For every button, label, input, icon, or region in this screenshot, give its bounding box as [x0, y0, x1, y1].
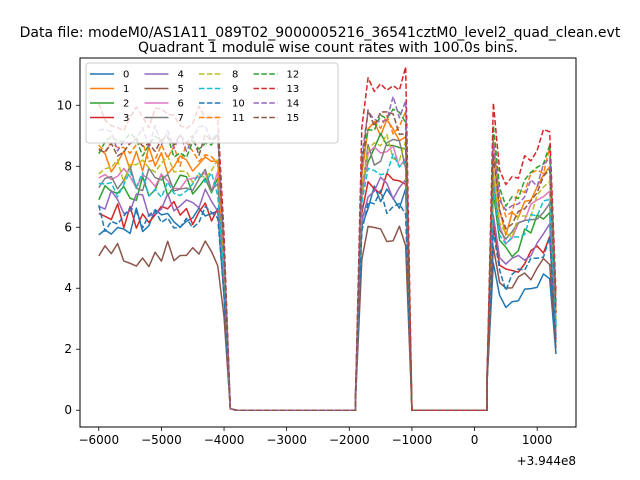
- x-tick-label-1: −5000: [141, 433, 182, 447]
- y-tick-label-1: 2: [64, 342, 72, 356]
- legend-label-15: 15: [287, 113, 300, 124]
- x-axis-offset-label: +3.944e8: [517, 454, 576, 468]
- y-tick-label-4: 8: [64, 159, 72, 173]
- chart-title: Quadrant 1 module wise count rates with …: [138, 40, 518, 56]
- legend-label-5: 5: [178, 84, 184, 95]
- legend-label-7: 7: [178, 113, 184, 124]
- x-tick-label-7: 1000: [522, 433, 553, 447]
- legend-label-11: 11: [232, 113, 245, 124]
- x-tick-label-6: 0: [471, 433, 479, 447]
- legend-label-13: 13: [287, 84, 300, 95]
- legend-label-3: 3: [123, 113, 129, 124]
- x-tick-label-2: −4000: [204, 433, 245, 447]
- y-tick-label-5: 10: [57, 98, 72, 112]
- legend-label-1: 1: [123, 84, 129, 95]
- y-tick-label-3: 6: [64, 220, 72, 234]
- legend-label-10: 10: [232, 99, 245, 110]
- x-tick-label-5: −1000: [392, 433, 433, 447]
- legend-label-6: 6: [178, 99, 184, 110]
- legend-label-2: 2: [123, 99, 129, 110]
- legend-label-0: 0: [123, 70, 129, 81]
- x-tick-label-4: −2000: [329, 433, 370, 447]
- y-tick-label-2: 4: [64, 281, 72, 295]
- legend-label-4: 4: [178, 70, 184, 81]
- plot-frame: [79, 57, 577, 428]
- legend-label-9: 9: [232, 84, 238, 95]
- y-axis: 0 2 4 6 8 10: [57, 98, 80, 417]
- legend-label-12: 12: [287, 70, 300, 81]
- x-axis: −6000 −5000 −4000 −3000 −2000 −1000 0 1000: [78, 427, 552, 447]
- figure-suptitle: Data file: modeM0/AS1A11_089T02_90000052…: [20, 25, 621, 41]
- legend-label-14: 14: [287, 99, 300, 110]
- x-tick-label-3: −3000: [266, 433, 307, 447]
- y-tick-label-0: 0: [64, 403, 72, 417]
- x-tick-label-0: −6000: [78, 433, 119, 447]
- legend-label-8: 8: [232, 70, 238, 81]
